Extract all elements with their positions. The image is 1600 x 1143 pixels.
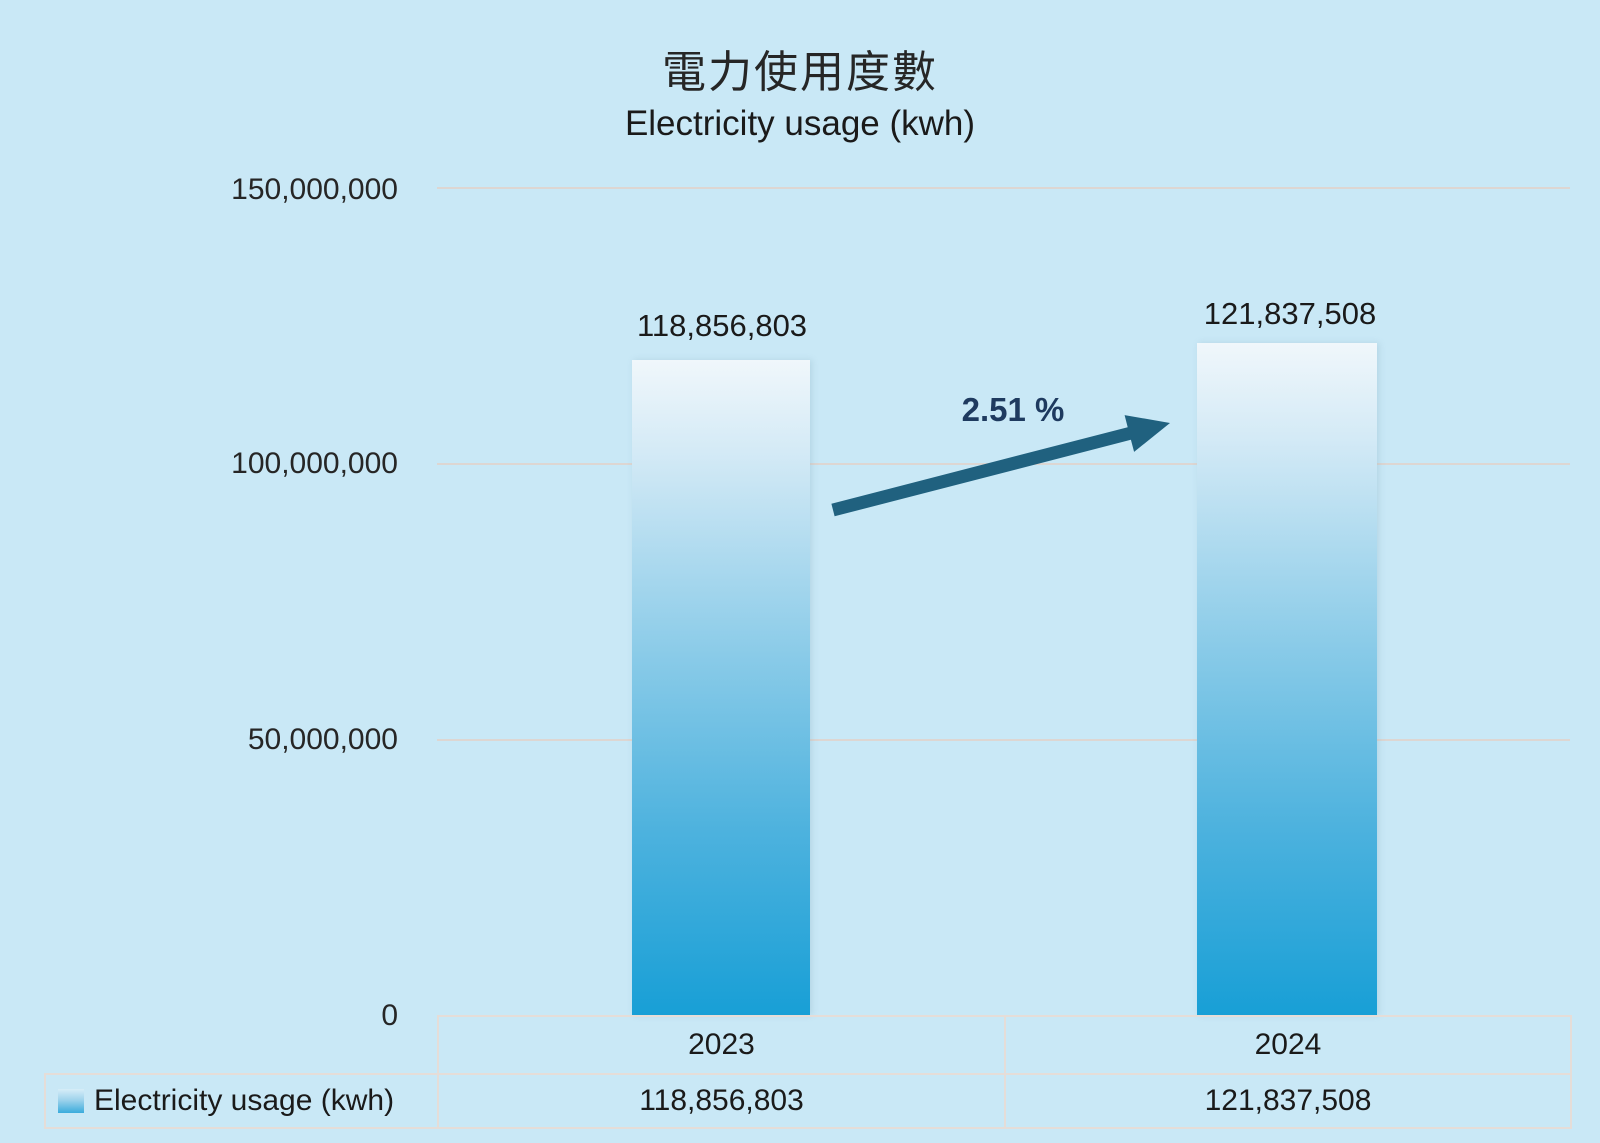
data-label-2023: 118,856,803 bbox=[636, 308, 808, 343]
chart-title: 電力使用度數 bbox=[662, 48, 938, 97]
chart-subtitle: Electricity usage (kwh) bbox=[624, 104, 976, 143]
y-tick-100m: 100,000,000 bbox=[231, 447, 398, 480]
table-border-bottom bbox=[44, 1127, 1572, 1129]
y-tick-150m: 150,000,000 bbox=[231, 173, 398, 206]
table-header-2023: 2023 bbox=[688, 1028, 755, 1061]
table-border-column-sep bbox=[1004, 1015, 1006, 1129]
bar-2023 bbox=[632, 360, 810, 1015]
y-tick-0: 0 bbox=[381, 999, 398, 1032]
series-legend-swatch-icon bbox=[58, 1089, 84, 1113]
table-border-legend-left bbox=[44, 1073, 46, 1129]
table-legend-cell: Electricity usage (kwh) bbox=[46, 1075, 437, 1127]
table-value-2023: 118,856,803 bbox=[639, 1084, 804, 1117]
data-label-2024: 121,837,508 bbox=[1203, 296, 1377, 331]
table-border-left bbox=[437, 1015, 439, 1129]
table-header-2024: 2024 bbox=[1254, 1028, 1322, 1061]
gridline-50m bbox=[437, 739, 1570, 741]
table-value-2024: 121,837,508 bbox=[1204, 1084, 1372, 1117]
growth-percent-label: 2.51 % bbox=[961, 391, 1065, 428]
gridline-100m bbox=[437, 463, 1570, 465]
bar-2024 bbox=[1197, 343, 1377, 1015]
table-border-legend-top bbox=[44, 1073, 437, 1075]
table-border-right bbox=[1570, 1015, 1572, 1129]
series-legend-label: Electricity usage (kwh) bbox=[94, 1084, 395, 1117]
gridline-150m bbox=[437, 187, 1570, 189]
y-tick-50m: 50,000,000 bbox=[247, 723, 398, 756]
